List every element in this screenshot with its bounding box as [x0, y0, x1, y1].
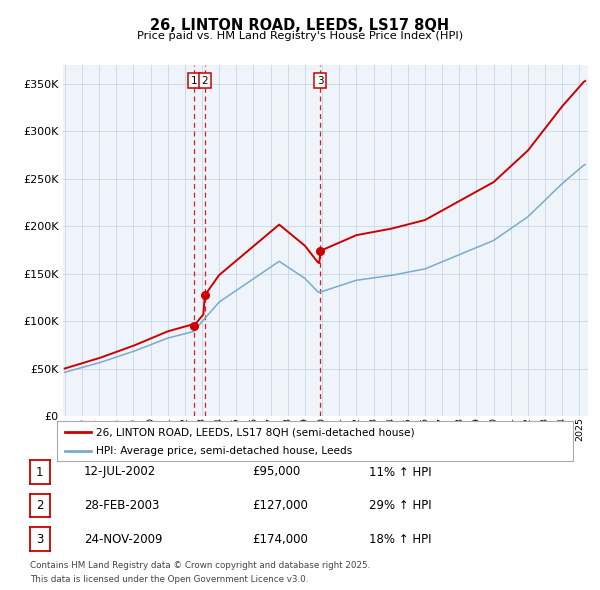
Text: £95,000: £95,000	[252, 466, 300, 478]
Text: 2: 2	[36, 499, 44, 512]
Text: 11% ↑ HPI: 11% ↑ HPI	[369, 466, 431, 478]
Text: 2: 2	[202, 76, 208, 86]
Text: 1: 1	[191, 76, 197, 86]
Text: HPI: Average price, semi-detached house, Leeds: HPI: Average price, semi-detached house,…	[96, 447, 352, 456]
Text: £174,000: £174,000	[252, 533, 308, 546]
Text: 1: 1	[36, 466, 44, 478]
Text: 3: 3	[36, 533, 44, 546]
Text: 18% ↑ HPI: 18% ↑ HPI	[369, 533, 431, 546]
Text: £127,000: £127,000	[252, 499, 308, 512]
Text: 12-JUL-2002: 12-JUL-2002	[84, 466, 156, 478]
Text: Contains HM Land Registry data © Crown copyright and database right 2025.: Contains HM Land Registry data © Crown c…	[30, 561, 370, 570]
Text: 26, LINTON ROAD, LEEDS, LS17 8QH (semi-detached house): 26, LINTON ROAD, LEEDS, LS17 8QH (semi-d…	[96, 427, 415, 437]
Text: 3: 3	[317, 76, 323, 86]
Text: This data is licensed under the Open Government Licence v3.0.: This data is licensed under the Open Gov…	[30, 575, 308, 584]
Text: 28-FEB-2003: 28-FEB-2003	[84, 499, 160, 512]
Text: 24-NOV-2009: 24-NOV-2009	[84, 533, 163, 546]
Text: Price paid vs. HM Land Registry's House Price Index (HPI): Price paid vs. HM Land Registry's House …	[137, 31, 463, 41]
Text: 26, LINTON ROAD, LEEDS, LS17 8QH: 26, LINTON ROAD, LEEDS, LS17 8QH	[151, 18, 449, 32]
Text: 29% ↑ HPI: 29% ↑ HPI	[369, 499, 431, 512]
